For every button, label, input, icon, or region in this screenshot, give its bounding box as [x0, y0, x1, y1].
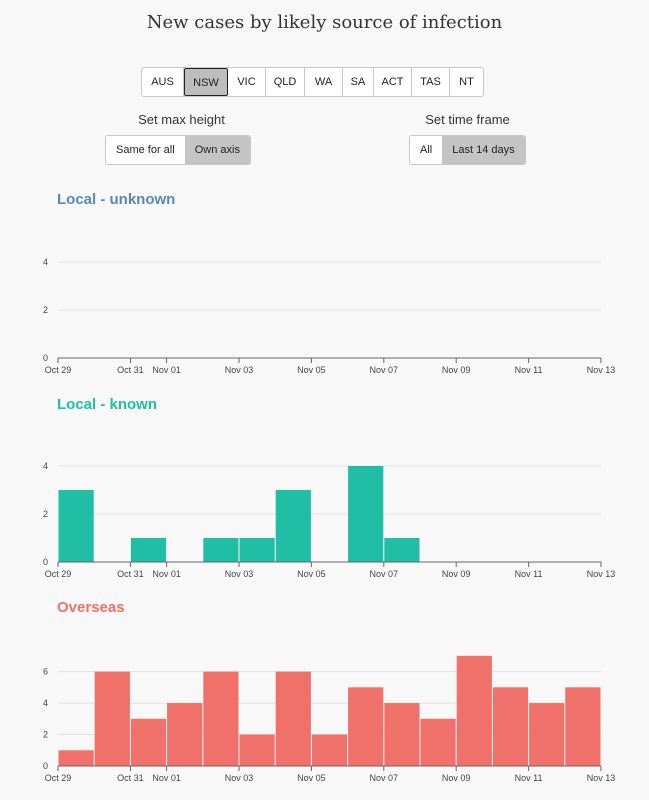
state-button-aus[interactable]: AUS — [142, 68, 184, 96]
bar-nov-02 — [203, 671, 239, 766]
bar-nov-10 — [492, 687, 529, 766]
x-tick-label: Nov 09 — [442, 773, 471, 783]
chart-local-known: 0 2 4 Oct 29 Oct 31 Nov 01 Nov 03 Nov 05 Nov 07 N… — [43, 461, 616, 579]
x-tick-label: Nov 09 — [442, 569, 471, 579]
bar-nov-09 — [456, 655, 492, 766]
time-frame-option-all[interactable]: All — [420, 144, 433, 156]
x-tick-label: Nov 01 — [152, 365, 181, 375]
bar-oct-31 — [130, 718, 167, 766]
bar-oct-30 — [94, 671, 130, 766]
bar-nov-02 — [203, 538, 239, 562]
y-tick-label: 2 — [43, 730, 48, 740]
x-tick-label: Oct 31 — [117, 569, 144, 579]
bar-nov-07 — [384, 703, 420, 766]
bar-nov-04 — [275, 490, 311, 562]
chart-overseas: 0 2 4 6 Oct 29 Oct 31 Nov 01 Nov 03 Nov 05 Nov 07… — [43, 655, 616, 783]
x-tick-label: Nov 13 — [587, 773, 616, 783]
bar-oct-31 — [130, 538, 167, 562]
y-tick-label: 0 — [43, 557, 48, 567]
time-frame-label: Set time frame — [425, 112, 510, 127]
x-tick-label: Nov 05 — [297, 365, 326, 375]
bar-nov-11 — [529, 703, 565, 766]
x-tick-label: Nov 05 — [297, 773, 326, 783]
max-height-toggle: Same for all Own axis — [105, 135, 251, 165]
y-tick-label: 2 — [43, 509, 48, 519]
state-button-vic[interactable]: VIC — [228, 68, 266, 96]
y-tick-label: 4 — [43, 257, 48, 267]
state-button-act[interactable]: ACT — [374, 68, 412, 96]
chart-title-local-known: Local - known — [57, 396, 158, 413]
bar-oct-29 — [58, 750, 94, 766]
max-height-label: Set max height — [138, 112, 225, 127]
x-tick-label: Nov 11 — [515, 365, 543, 375]
x-tick-label: Oct 31 — [117, 365, 144, 375]
x-tick-label: Nov 11 — [515, 569, 543, 579]
bar-nov-06 — [348, 466, 384, 562]
x-tick-label: Nov 07 — [370, 569, 399, 579]
bar-nov-05 — [311, 734, 348, 766]
chart-title-local-unknown: Local - unknown — [57, 191, 176, 208]
x-tick-label: Nov 01 — [152, 773, 181, 783]
x-tick-label: Oct 29 — [45, 773, 72, 783]
x-tick-label: Nov 03 — [225, 773, 254, 783]
x-tick-label: Nov 03 — [225, 569, 254, 579]
bar-nov-08 — [420, 718, 456, 766]
bar-nov-03 — [239, 734, 275, 766]
y-tick-label: 4 — [43, 461, 48, 471]
y-tick-label: 0 — [43, 761, 48, 771]
bar-nov-07 — [384, 538, 420, 562]
state-selector: AUS NSW VIC QLD WA SA ACT TAS NT — [141, 67, 484, 97]
bar-nov-04 — [275, 671, 311, 766]
bar-nov-03 — [239, 538, 275, 562]
x-tick-label: Nov 07 — [370, 365, 399, 375]
time-frame-toggle: All Last 14 days — [409, 135, 526, 165]
bar-nov-06 — [348, 687, 384, 766]
y-tick-label: 0 — [43, 353, 48, 363]
x-tick-label: Nov 03 — [225, 365, 254, 375]
x-tick-label: Nov 13 — [587, 569, 616, 579]
state-button-nsw[interactable]: NSW — [184, 68, 228, 96]
bar-oct-29 — [58, 490, 94, 562]
state-button-qld[interactable]: QLD — [266, 68, 305, 96]
x-tick-label: Nov 11 — [515, 773, 543, 783]
max-height-option-same-for-all[interactable]: Same for all — [116, 144, 175, 156]
bar-nov-01 — [167, 703, 203, 766]
chart-title-overseas: Overseas — [57, 599, 125, 616]
state-button-tas[interactable]: TAS — [412, 68, 450, 96]
state-button-wa[interactable]: WA — [305, 68, 343, 96]
state-button-sa[interactable]: SA — [343, 68, 374, 96]
x-tick-label: Nov 07 — [370, 773, 399, 783]
time-frame-option-last-14-days[interactable]: Last 14 days — [442, 136, 525, 164]
x-tick-label: Nov 13 — [587, 365, 616, 375]
y-tick-label: 4 — [43, 698, 48, 708]
x-tick-label: Oct 29 — [45, 365, 72, 375]
x-tick-label: Nov 09 — [442, 365, 471, 375]
bar-nov-12 — [565, 687, 601, 766]
x-tick-label: Oct 29 — [45, 569, 72, 579]
y-tick-label: 2 — [43, 305, 48, 315]
y-tick-label: 6 — [43, 667, 48, 677]
chart-local-unknown: 0 2 4 Oct 29 Oct 31 Nov 01 Nov 03 Nov 05 Nov 07 N… — [43, 257, 616, 375]
x-tick-label: Nov 01 — [152, 569, 181, 579]
page-title: New cases by likely source of infection — [146, 12, 503, 33]
max-height-option-own-axis[interactable]: Own axis — [184, 136, 250, 164]
x-tick-label: Oct 31 — [117, 773, 144, 783]
state-button-nt[interactable]: NT — [459, 76, 474, 88]
x-tick-label: Nov 05 — [297, 569, 326, 579]
